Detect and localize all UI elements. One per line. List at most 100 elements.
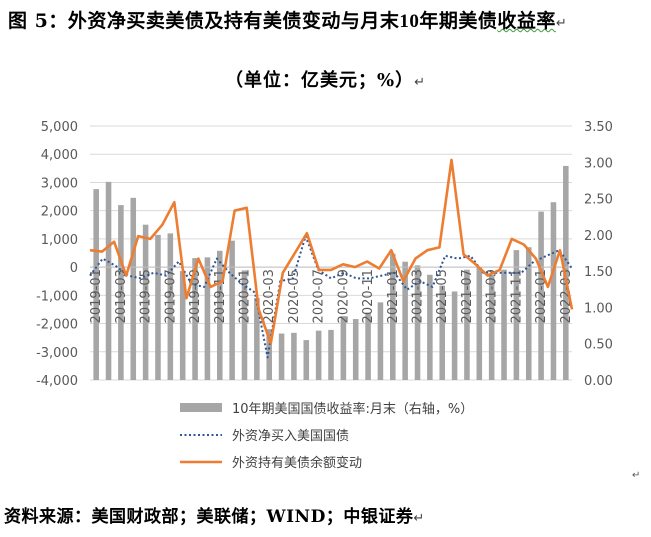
bar	[303, 340, 310, 380]
right-tick-label: 1.50	[584, 265, 613, 280]
bar	[179, 271, 186, 380]
x-tick-label: 2022-03	[559, 269, 574, 323]
left-tick-label: 3,000	[41, 176, 78, 191]
x-tick-label: 2021-05	[435, 269, 450, 323]
title-tail-b: 收益率	[497, 10, 556, 32]
bar	[476, 267, 483, 380]
x-axis-labels: 2019-01 2019-03 2019-05 2019-07 2019-09 2019-…	[89, 269, 574, 323]
bar	[278, 333, 285, 380]
legend-label: 外资净买入美国国债	[232, 429, 349, 444]
bar	[538, 211, 544, 380]
bar	[550, 202, 557, 380]
bar	[142, 224, 149, 380]
bar	[155, 234, 161, 380]
bar	[352, 319, 359, 380]
legend-label: 外资持有美债余额变动	[232, 455, 362, 471]
x-tick-label: 2021-01	[386, 269, 401, 323]
right-tick-label: 0.50	[584, 338, 613, 353]
chart-title: 图 5：外资净买卖美债及持有美债变动与月末10年期美债收益率↵	[8, 6, 648, 33]
right-tick-label: 1.00	[584, 301, 613, 316]
bar	[377, 302, 384, 380]
right-tick-label: 2.00	[584, 229, 613, 244]
legend-swatch	[180, 403, 222, 412]
bar	[501, 269, 507, 380]
left-tick-label: 2,000	[41, 205, 78, 220]
right-tick-label: 3.00	[584, 156, 613, 171]
bar	[216, 250, 223, 380]
x-tick-label: 2019-05	[139, 269, 154, 323]
bar	[402, 261, 408, 380]
x-tick-label: 2020-03	[262, 269, 277, 323]
x-tick-label: 2020-07	[312, 269, 327, 323]
x-tick-label: 2019-09	[188, 269, 203, 323]
bar	[525, 247, 532, 380]
bar	[192, 258, 198, 380]
bar	[105, 181, 112, 380]
title-text: 图 5：外资净买卖美债及持有美债变动与月末	[8, 10, 400, 32]
x-tick-label: 2019-07	[163, 269, 178, 323]
bar	[167, 233, 174, 380]
bar	[328, 329, 334, 380]
bar	[204, 257, 211, 380]
x-tick-label: 2021-07	[460, 269, 475, 323]
title-tail-a: 年期美债	[419, 10, 498, 32]
bar	[118, 205, 124, 380]
bar	[254, 297, 260, 380]
left-tick-label: -2,000	[36, 318, 78, 333]
x-tick-label: 2020-09	[336, 269, 351, 323]
left-tick-label: -4,000	[36, 374, 78, 389]
bar	[93, 189, 99, 380]
x-tick-label: 2019-01	[89, 269, 104, 323]
line-series-holding-change	[89, 158, 574, 345]
source-note: 资料来源：美国财政部；美联储；WIND；中银证券↵	[4, 502, 425, 527]
bar	[241, 270, 248, 380]
left-tick-label: 4,000	[41, 148, 78, 163]
subtitle-text: （单位：亿美元；%）	[224, 70, 415, 91]
x-tick-label: 2020-05	[287, 269, 302, 323]
bar	[414, 265, 421, 380]
bar	[390, 253, 396, 380]
x-tick-label: 2021-03	[411, 269, 426, 323]
left-tick-label: -3,000	[36, 346, 78, 361]
x-tick-label: 2020-11	[361, 269, 376, 323]
left-axis-ticks: -4,000 -3,000 -2,000 -1,000 0 1,000 2,000 3,000…	[36, 120, 78, 389]
paragraph-mark-icon: ↵	[413, 511, 425, 526]
bar	[439, 285, 446, 380]
x-tick-label: 2021-09	[485, 269, 500, 323]
bar	[291, 332, 297, 380]
bar	[365, 312, 371, 380]
bar	[464, 269, 470, 380]
bar	[488, 274, 495, 380]
chart-svg: 2019-01 2019-03 2019-05 2019-07 2019-09 2019-…	[36, 120, 613, 471]
series-line	[89, 158, 574, 345]
x-tick-label: 2019-11	[213, 269, 228, 323]
left-tick-label: 1,000	[41, 233, 78, 248]
left-tick-label: -1,000	[36, 289, 78, 304]
bar	[130, 197, 137, 380]
right-tick-label: 2.50	[584, 193, 613, 208]
left-tick-label: 5,000	[41, 120, 78, 135]
bar	[427, 274, 433, 380]
x-tick-label: 2020-01	[237, 269, 252, 323]
bar	[513, 250, 520, 380]
source-text: 资料来源：美国财政部；美联储；WIND；中银证券	[4, 507, 414, 527]
paragraph-mark-icon: ↵	[414, 75, 426, 90]
chart-subtitle: （单位：亿美元；%）↵	[0, 66, 651, 92]
bar	[340, 316, 347, 380]
bar	[315, 330, 322, 380]
bar	[266, 329, 272, 380]
bar	[229, 240, 235, 380]
bar	[451, 291, 458, 380]
x-tick-label: 2021-11	[509, 269, 524, 323]
legend-label: 10年期美国国债收益率:月末（右轴，%）	[232, 401, 473, 417]
left-tick-label: 0	[70, 261, 78, 276]
title-number: 10	[399, 11, 420, 32]
right-tick-label: 3.50	[584, 120, 613, 135]
paragraph-mark-icon: ↵	[632, 470, 641, 481]
right-axis-ticks: 0.00 0.50 1.00 1.50 2.00 2.50 3.00 3.50	[584, 120, 613, 389]
x-tick-label: 2022-01	[534, 269, 549, 323]
x-tick-label: 2019-03	[114, 269, 129, 323]
paragraph-mark-icon: ↵	[555, 16, 568, 31]
right-tick-label: 0.00	[584, 374, 613, 389]
